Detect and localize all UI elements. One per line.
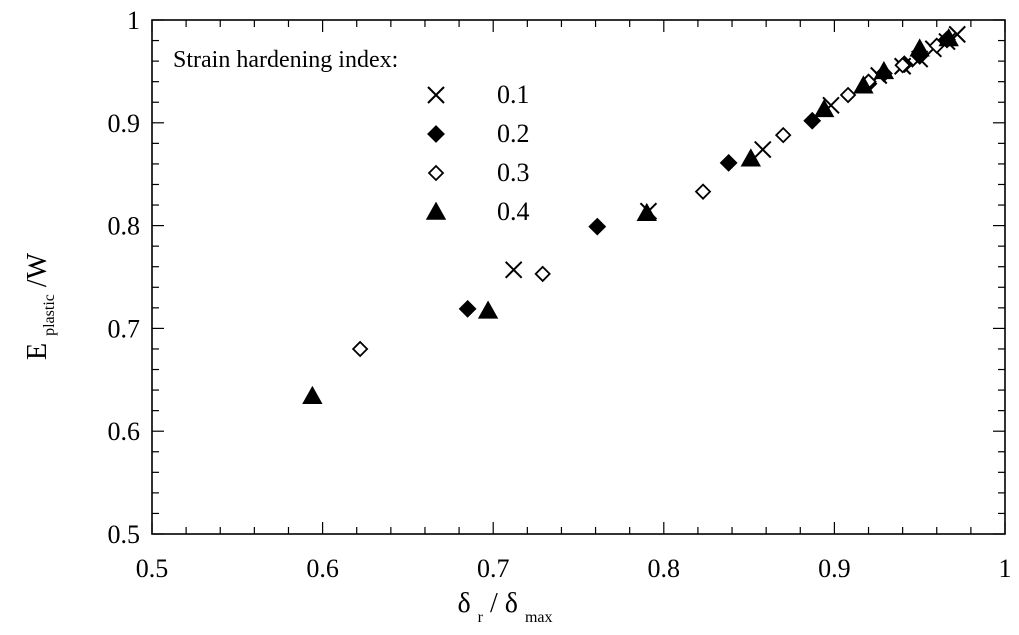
- data-points: [302, 25, 966, 404]
- x-tick-label: 0.7: [477, 554, 510, 583]
- legend-marker-3: [427, 164, 445, 182]
- x-axis-label-symbol-1: δ: [457, 588, 470, 619]
- y-tick-label: 0.5: [108, 520, 141, 549]
- data-point-1-3: [754, 140, 772, 159]
- series-4: [302, 28, 959, 404]
- x-axis-label-slash: /: [490, 588, 498, 619]
- data-point-3-1: [351, 340, 369, 358]
- marker-stroke: [427, 86, 445, 104]
- x-tick-label: 0.5: [136, 554, 169, 583]
- data-point-3-7: [894, 56, 911, 74]
- data-point-4-3: [636, 202, 657, 221]
- data-point-4-8: [909, 38, 930, 57]
- legend-label-3: 0.3: [497, 158, 530, 187]
- data-point-1-1: [504, 261, 523, 279]
- data-point-4-9: [938, 28, 959, 47]
- ticks: 0.5 0.6 0.7 0.8 0.9 1 0.5 0.6 0.7 0.8 0.9 1: [108, 6, 1012, 583]
- series-3: [351, 37, 946, 358]
- y-tick-label: 0.7: [108, 314, 141, 343]
- data-point-2-3: [719, 153, 738, 172]
- x-axis-label-symbol-2: δ: [505, 588, 518, 619]
- x-tick-label: 1: [999, 554, 1012, 583]
- y-axis-label-main: E: [22, 343, 53, 360]
- data-point-3-5: [839, 86, 857, 104]
- legend-label-1: 0.1: [497, 80, 530, 109]
- legend-title: Strain hardening index:: [173, 47, 398, 73]
- y-tick-label: 1: [127, 6, 140, 35]
- legend-marker-4: [425, 201, 447, 220]
- data-point-4-5: [813, 99, 835, 118]
- y-tick-label: 0.9: [108, 109, 141, 138]
- y-axis-label: E plastic /W: [22, 252, 61, 360]
- legend-label-4: 0.4: [497, 197, 530, 226]
- x-tick-label: 0.6: [306, 554, 339, 583]
- marker-stroke: [504, 261, 523, 279]
- data-point-3-3: [694, 183, 712, 200]
- legend: Strain hardening index: 0.1 0.2 0.3 0.4: [173, 47, 530, 226]
- x-axis-label-subscript-2: max: [525, 609, 553, 626]
- y-axis-label-suffix: /W: [22, 252, 53, 287]
- marker-stroke: [754, 140, 772, 159]
- y-axis-label-subscript: plastic: [41, 294, 58, 336]
- y-tick-label: 0.8: [108, 212, 141, 241]
- legend-marker-1: [427, 86, 445, 104]
- data-point-4-2: [477, 300, 499, 319]
- x-tick-label: 0.8: [648, 554, 681, 583]
- x-axis-label-subscript-1: r: [478, 609, 484, 626]
- legend-marker-2: [427, 125, 445, 143]
- data-point-3-2: [534, 265, 551, 283]
- x-tick-label: 0.9: [818, 554, 851, 583]
- data-point-4-7: [873, 60, 895, 80]
- data-point-2-1: [458, 299, 477, 318]
- axes: [151, 19, 1006, 535]
- data-point-4-6: [853, 75, 874, 94]
- plot-frame: [151, 19, 1006, 535]
- data-point-4-4: [740, 148, 762, 167]
- data-point-3-4: [774, 126, 792, 144]
- y-tick-label: 0.6: [108, 417, 141, 446]
- data-point-2-2: [588, 217, 607, 236]
- x-axis-label: δ r / δ max: [457, 588, 552, 629]
- legend-label-2: 0.2: [497, 119, 530, 148]
- data-point-4-1: [302, 385, 323, 404]
